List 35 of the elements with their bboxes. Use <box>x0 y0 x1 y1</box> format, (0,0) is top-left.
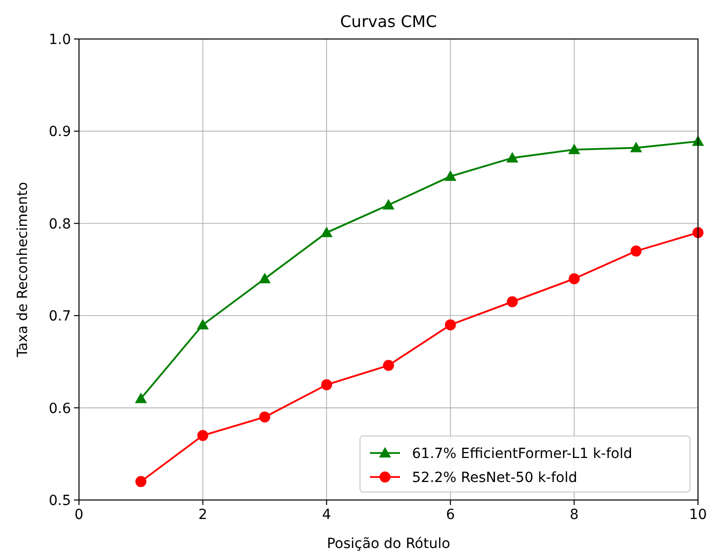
point <box>444 170 456 181</box>
x-axis-title: Posição do Rótulo <box>326 536 450 552</box>
point <box>630 246 642 257</box>
point <box>134 392 147 404</box>
x-tick-label: 8 <box>570 507 579 523</box>
chart-title: Curvas CMC <box>340 12 437 31</box>
point <box>568 144 580 154</box>
x-tick-label: 0 <box>74 507 84 523</box>
point <box>320 226 333 238</box>
legend-label: 52.2% ResNet-50 k-fold <box>412 470 578 486</box>
point <box>506 296 518 308</box>
x-tick-label: 10 <box>689 507 707 523</box>
point <box>259 412 270 423</box>
y-tick-label: 0.9 <box>48 124 71 140</box>
x-tick-label: 6 <box>446 507 455 523</box>
point <box>383 360 394 371</box>
x-tick-label: 4 <box>322 507 332 523</box>
point <box>196 318 209 330</box>
y-tick-label: 0.7 <box>48 308 71 325</box>
y-tick-label: 0.5 <box>48 493 71 509</box>
point <box>444 319 456 330</box>
point <box>382 198 394 210</box>
point <box>258 272 271 284</box>
point <box>630 142 642 152</box>
y-tick-label: 0.8 <box>48 216 71 232</box>
point <box>197 430 208 441</box>
y-axis-title: Taxa de Reconhecimento <box>15 182 31 358</box>
y-tick-label: 1.0 <box>48 32 71 48</box>
point <box>506 152 518 162</box>
point <box>568 273 580 284</box>
point <box>321 379 332 390</box>
y-tick-label: 0.6 <box>48 400 72 417</box>
x-tick-label: 2 <box>198 507 208 523</box>
point <box>135 476 146 488</box>
legend-label: 61.7% EfficientFormer-L1 k-fold <box>412 446 632 462</box>
